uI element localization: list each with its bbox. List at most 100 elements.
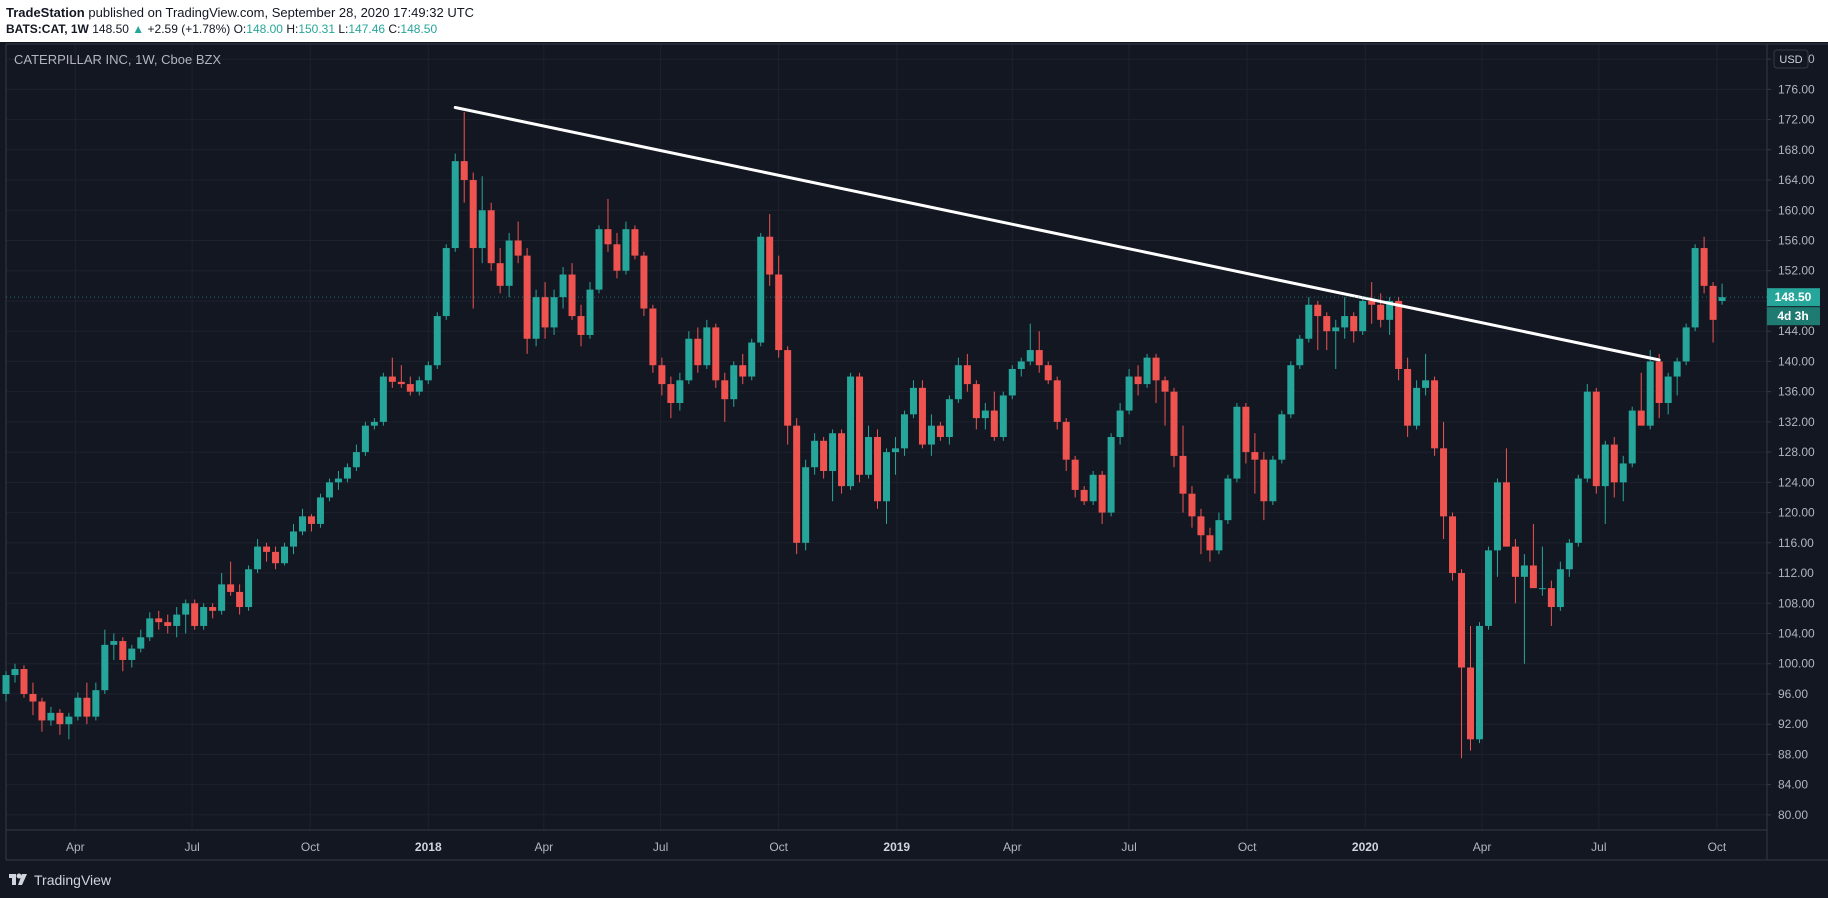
- candle-body[interactable]: [38, 701, 46, 721]
- candle-body[interactable]: [604, 229, 612, 245]
- candle-body[interactable]: [20, 669, 28, 694]
- candle-body[interactable]: [784, 350, 792, 426]
- candle-body[interactable]: [1646, 361, 1654, 426]
- candle-body[interactable]: [640, 255, 648, 309]
- candle-body[interactable]: [936, 425, 944, 437]
- candle-body[interactable]: [550, 297, 558, 328]
- candle-body[interactable]: [191, 603, 199, 626]
- candle-body[interactable]: [541, 297, 549, 328]
- candle-body[interactable]: [820, 440, 828, 472]
- candle-body[interactable]: [245, 569, 253, 608]
- candle-body[interactable]: [856, 376, 864, 475]
- candle-body[interactable]: [1628, 410, 1636, 464]
- candle-body[interactable]: [1610, 444, 1618, 483]
- candle-body[interactable]: [424, 365, 432, 381]
- candle-body[interactable]: [1278, 414, 1286, 460]
- candle-body[interactable]: [1035, 350, 1043, 366]
- candle-body[interactable]: [460, 161, 468, 181]
- candle-body[interactable]: [1556, 569, 1564, 608]
- candle-body[interactable]: [1700, 248, 1708, 286]
- candle-body[interactable]: [1350, 316, 1358, 332]
- candle-body[interactable]: [838, 433, 846, 487]
- candle-body[interactable]: [496, 263, 504, 286]
- candle-body[interactable]: [29, 693, 37, 702]
- candle-body[interactable]: [1493, 482, 1501, 551]
- candle-body[interactable]: [65, 716, 73, 725]
- candle-body[interactable]: [1071, 459, 1079, 490]
- candle-body[interactable]: [1341, 316, 1349, 328]
- candle-body[interactable]: [1368, 300, 1376, 305]
- candle-body[interactable]: [945, 399, 953, 437]
- candle-body[interactable]: [1116, 410, 1124, 437]
- candle-body[interactable]: [370, 421, 378, 426]
- candle-body[interactable]: [1484, 550, 1492, 626]
- candle-body[interactable]: [469, 180, 477, 249]
- candle-body[interactable]: [891, 448, 899, 453]
- candle-body[interactable]: [1502, 482, 1510, 547]
- candle-body[interactable]: [1314, 304, 1322, 317]
- candle-body[interactable]: [1233, 406, 1241, 479]
- candle-body[interactable]: [1547, 588, 1555, 608]
- candle-body[interactable]: [505, 240, 513, 286]
- candle-body[interactable]: [865, 437, 873, 475]
- candle-body[interactable]: [379, 376, 387, 422]
- candle-body[interactable]: [1664, 376, 1672, 403]
- candle-body[interactable]: [694, 338, 702, 366]
- candle-body[interactable]: [739, 365, 747, 377]
- candle-body[interactable]: [2, 675, 10, 694]
- candle-body[interactable]: [1529, 565, 1537, 589]
- candle-body[interactable]: [1224, 478, 1232, 521]
- candle-body[interactable]: [1413, 387, 1421, 426]
- candle-body[interactable]: [316, 497, 324, 524]
- candle-body[interactable]: [155, 618, 163, 623]
- candle-body[interactable]: [272, 551, 280, 564]
- candle-body[interactable]: [263, 546, 271, 552]
- candle-body[interactable]: [1467, 667, 1475, 740]
- candle-body[interactable]: [56, 712, 64, 725]
- candle-body[interactable]: [110, 641, 118, 645]
- candle-body[interactable]: [128, 648, 136, 660]
- candle-body[interactable]: [1655, 361, 1663, 403]
- candle-body[interactable]: [74, 697, 82, 717]
- candle-body[interactable]: [361, 425, 369, 453]
- candle-body[interactable]: [523, 255, 531, 339]
- candle-body[interactable]: [1062, 421, 1070, 460]
- candle-body[interactable]: [658, 365, 666, 385]
- candle-body[interactable]: [1422, 380, 1430, 388]
- candle-body[interactable]: [478, 210, 486, 249]
- candle-body[interactable]: [1574, 478, 1582, 543]
- candle-body[interactable]: [1709, 285, 1717, 320]
- candle-body[interactable]: [981, 410, 989, 419]
- candle-body[interactable]: [397, 381, 405, 385]
- candle-body[interactable]: [1583, 391, 1591, 479]
- candle-body[interactable]: [200, 607, 208, 626]
- candle-body[interactable]: [325, 482, 333, 498]
- publisher-name[interactable]: TradeStation: [6, 5, 85, 20]
- tradingview-brand[interactable]: TradingView: [34, 872, 112, 888]
- candle-body[interactable]: [631, 229, 639, 256]
- candle-body[interactable]: [1296, 338, 1304, 366]
- candle-body[interactable]: [146, 618, 154, 638]
- trendline[interactable]: [453, 105, 1661, 362]
- candle-body[interactable]: [874, 437, 882, 502]
- candle-body[interactable]: [577, 316, 585, 335]
- candle-body[interactable]: [883, 452, 890, 502]
- candle-body[interactable]: [1269, 459, 1277, 502]
- candle-body[interactable]: [1691, 248, 1699, 328]
- candle-body[interactable]: [802, 467, 810, 543]
- candle-body[interactable]: [757, 236, 765, 343]
- candle-body[interactable]: [164, 622, 172, 626]
- candle-body[interactable]: [954, 365, 962, 400]
- candle-body[interactable]: [1386, 300, 1394, 320]
- candle-body[interactable]: [514, 240, 522, 256]
- candle-body[interactable]: [137, 637, 145, 649]
- candle-body[interactable]: [1359, 300, 1367, 332]
- candle-body[interactable]: [622, 229, 630, 271]
- candle-body[interactable]: [568, 274, 576, 317]
- candle-body[interactable]: [972, 384, 980, 419]
- time-axis[interactable]: Apr Jul Oct 2018 Apr Jul Oct 2019 Apr Jul Oct 2020 A…: [66, 840, 1727, 854]
- candle-body[interactable]: [290, 531, 298, 547]
- candle-body[interactable]: [173, 614, 181, 626]
- candle-body[interactable]: [1377, 304, 1385, 320]
- candle-body[interactable]: [1458, 573, 1466, 668]
